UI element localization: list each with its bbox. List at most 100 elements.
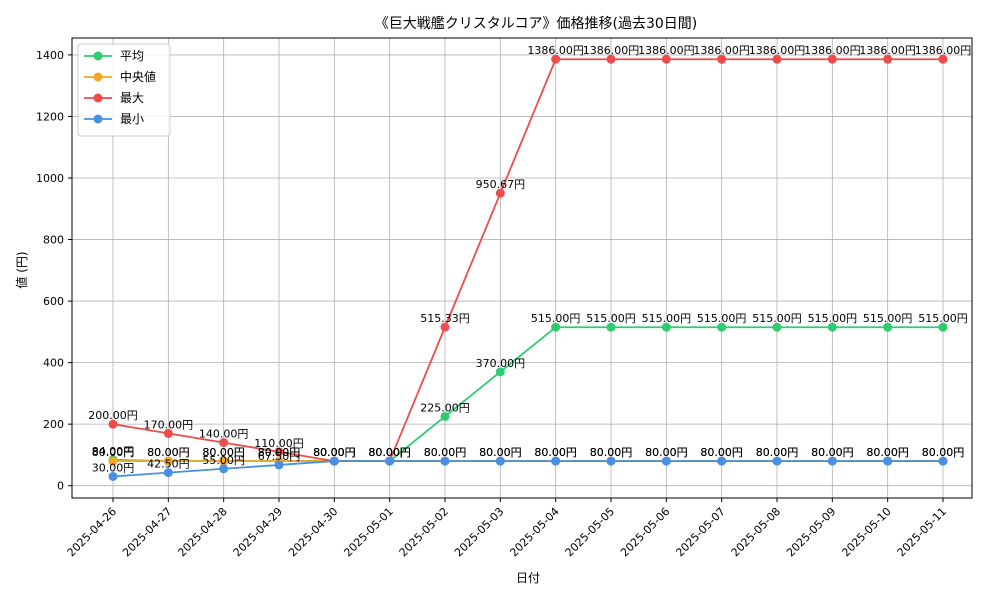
data-label: 42.50円 — [147, 458, 190, 471]
x-tick-label: 2025-05-08 — [729, 505, 783, 559]
data-label: 30.00円 — [92, 461, 135, 474]
data-label: 515.00円 — [531, 312, 581, 325]
y-tick-label: 1400 — [36, 49, 64, 62]
data-point — [772, 54, 782, 64]
data-label: 80.00円 — [534, 446, 577, 459]
data-label: 200.00円 — [88, 409, 138, 422]
y-tick-label: 0 — [57, 480, 64, 493]
data-label: 80.00円 — [147, 446, 190, 459]
x-axis: 2025-04-26 2025-04-27 2025-04-28 2025-04-29… — [65, 498, 949, 559]
data-point — [163, 468, 173, 478]
data-label: 515.00円 — [752, 312, 802, 325]
data-label: 515.33円 — [420, 312, 470, 325]
data-point — [938, 322, 948, 332]
data-label: 1386.00円 — [859, 44, 916, 57]
data-label: 80.00円 — [590, 446, 633, 459]
data-point — [883, 456, 893, 466]
data-point — [661, 322, 671, 332]
x-tick-label: 2025-04-29 — [231, 505, 285, 559]
data-point — [772, 456, 782, 466]
data-label: 515.00円 — [642, 312, 692, 325]
series-line — [112, 326, 943, 462]
data-label: 80.00円 — [534, 446, 577, 459]
x-tick-label: 2025-05-09 — [784, 505, 838, 559]
x-axis-label: 日付 — [516, 571, 540, 585]
legend-label: 最小 — [120, 112, 144, 126]
data-point — [219, 438, 229, 448]
data-label: 80.00円 — [313, 446, 356, 459]
y-axis-label: 値 (円) — [14, 251, 29, 288]
legend-item: 中央値 — [84, 69, 156, 84]
data-label: 80.00円 — [368, 446, 411, 459]
data-label: 84.00円 — [92, 445, 135, 458]
data-label: 80.00円 — [202, 446, 245, 459]
data-label: 80.00円 — [368, 446, 411, 459]
legend-label: 平均 — [120, 49, 144, 63]
data-label: 55.00円 — [202, 454, 245, 467]
x-tick-label: 2025-04-26 — [65, 505, 119, 559]
legend-label: 中央値 — [120, 69, 156, 84]
legend-item: 最小 — [84, 112, 144, 126]
x-tick-label: 2025-04-28 — [175, 505, 229, 559]
x-tick-label: 2025-05-10 — [839, 505, 893, 559]
data-label: 515.00円 — [697, 312, 747, 325]
data-label: 80.00円 — [313, 446, 356, 459]
data-point — [551, 54, 561, 64]
data-label: 80.00円 — [700, 446, 743, 459]
x-tick-label: 2025-05-06 — [618, 505, 672, 559]
legend-marker — [93, 51, 103, 61]
data-label: 225.00円 — [420, 401, 470, 414]
x-tick-label: 2025-04-30 — [286, 505, 340, 559]
data-label: 1386.00円 — [583, 44, 640, 57]
data-label: 1386.00円 — [915, 44, 972, 57]
data-label: 80.00円 — [866, 446, 909, 459]
data-label: 1386.00円 — [749, 44, 806, 57]
data-label: 515.00円 — [863, 312, 913, 325]
data-label: 1386.00円 — [638, 44, 695, 57]
data-label: 515.00円 — [918, 312, 968, 325]
y-tick-label: 400 — [43, 357, 64, 370]
data-point — [385, 456, 395, 466]
data-label: 80.00円 — [313, 446, 356, 459]
data-point — [606, 456, 616, 466]
x-tick-label: 2025-04-27 — [120, 505, 174, 559]
y-axis: 0 200 400 600 800 1000 1200 1400 — [36, 49, 72, 493]
data-label: 80.00円 — [866, 446, 909, 459]
legend-item: 最大 — [84, 91, 144, 105]
legend-marker — [93, 93, 103, 103]
data-point — [717, 54, 727, 64]
data-point — [772, 322, 782, 332]
data-label: 1386.00円 — [804, 44, 861, 57]
data-label: 80.00円 — [313, 446, 356, 459]
data-point — [274, 460, 284, 470]
data-label: 80.00円 — [147, 446, 190, 459]
plot-frame — [71, 37, 973, 499]
data-label: 80.00円 — [424, 446, 467, 459]
x-tick-label: 2025-05-01 — [341, 505, 395, 559]
data-label: 140.00円 — [199, 428, 249, 441]
data-label: 67.50円 — [258, 450, 301, 463]
data-point — [938, 54, 948, 64]
data-label: 1386.00円 — [527, 44, 584, 57]
data-point — [495, 188, 505, 198]
data-label: 80.00円 — [922, 446, 965, 459]
y-tick-label: 600 — [43, 295, 64, 308]
data-point — [108, 419, 118, 429]
legend-item: 平均 — [84, 49, 144, 63]
data-label: 80.00円 — [590, 446, 633, 459]
series-2 — [108, 54, 948, 466]
data-point — [495, 456, 505, 466]
data-labels: 84.00円 80.00円 80.00円 80.00円 80.00円 80.00円 225.… — [88, 44, 971, 474]
data-point — [163, 456, 173, 466]
x-tick-label: 2025-05-11 — [895, 505, 949, 559]
data-label: 370.00円 — [476, 357, 526, 370]
data-point — [440, 322, 450, 332]
y-tick-label: 1200 — [36, 110, 64, 123]
data-label: 80.00円 — [811, 446, 854, 459]
legend-box — [77, 43, 171, 137]
data-point — [827, 456, 837, 466]
x-tick-label: 2025-05-07 — [673, 505, 727, 559]
data-point — [883, 322, 893, 332]
